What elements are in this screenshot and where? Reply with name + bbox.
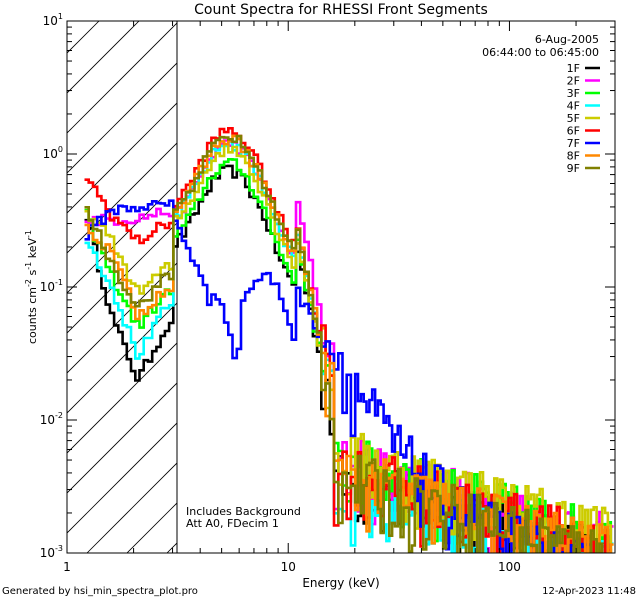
legend-label-1f: 1F	[567, 62, 580, 75]
legend-label-3f: 3F	[567, 87, 580, 100]
hatch-line	[67, 422, 177, 534]
legend-time-range: 06:44:00 to 06:45:00	[482, 46, 599, 59]
legend-date: 6-Aug-2005	[535, 33, 599, 46]
x-tick-label: 1	[63, 560, 71, 574]
hatch-line	[67, 102, 177, 214]
footer-timestamp: 12-Apr-2023 11:48	[542, 586, 636, 597]
legend-label-7f: 7F	[567, 137, 580, 150]
legend-label-4f: 4F	[567, 100, 580, 113]
hatch-line	[67, 62, 177, 174]
series-line-9f	[84, 134, 604, 553]
footer-generated-by: Generated by hsi_min_spectra_plot.pro	[2, 586, 198, 597]
hatch-line	[67, 262, 177, 374]
legend-label-9f: 9F	[567, 162, 580, 175]
y-tick-label: 10-1	[40, 278, 63, 294]
y-tick-label: 101	[43, 12, 63, 28]
legend-label-6f: 6F	[567, 125, 580, 138]
series-line-3f	[84, 158, 613, 553]
x-tick-label: 100	[498, 560, 521, 574]
annotation-attenuator: Att A0, FDecim 1	[186, 517, 279, 530]
hatch-line	[0, 0, 147, 553]
hatch-line	[67, 21, 100, 54]
hatch-line	[67, 142, 177, 254]
legend-label-2f: 2F	[567, 75, 580, 88]
y-tick-label: 100	[43, 145, 63, 161]
x-axis-label: Energy (keV)	[302, 576, 379, 590]
excluded-region-hatch	[0, 0, 177, 553]
annotation-background: Includes Background	[186, 505, 301, 518]
hatch-line	[0, 0, 107, 553]
legend-label-5f: 5F	[567, 112, 580, 125]
y-axis-label: counts cm-2 s-1 keV-1	[24, 230, 39, 344]
legend-label-8f: 8F	[567, 150, 580, 163]
series-line-7f	[84, 199, 593, 553]
x-tick-label: 10	[281, 560, 296, 574]
series-line-5f	[84, 143, 613, 553]
chart-title: Count Spectra for RHESSI Front Segments	[194, 2, 488, 18]
hatch-line	[67, 222, 177, 334]
hatch-line	[67, 342, 177, 454]
hatch-line	[67, 382, 177, 494]
y-tick-label: 10-2	[40, 411, 63, 427]
y-tick-label: 10-3	[40, 544, 63, 560]
